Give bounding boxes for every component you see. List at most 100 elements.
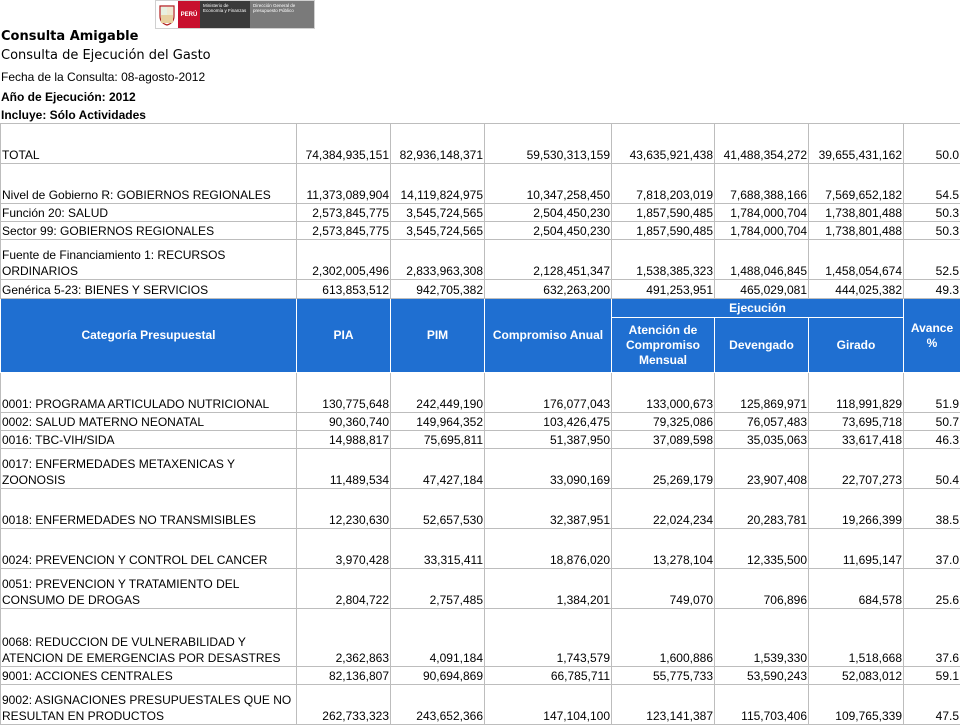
cell-pim: 242,449,190 (391, 373, 485, 413)
coat-of-arms-icon (158, 2, 176, 27)
cell-avance: 49.3 (904, 280, 960, 299)
cell-girado: 1,458,054,674 (809, 240, 904, 280)
query-date: Fecha de la Consulta: 08-agosto-2012 (1, 70, 205, 84)
cell-compromiso: 66,785,711 (485, 667, 612, 685)
cell-avance: 46.3 (904, 431, 960, 449)
cell-pia: 2,573,845,775 (297, 204, 391, 222)
cell-pia: 3,970,428 (297, 529, 391, 569)
row-label: 0051: PREVENCION Y TRATAMIENTO DEL CONSU… (1, 569, 297, 609)
cell-pim: 243,652,366 (391, 685, 485, 725)
cell-devengado: 7,688,388,166 (715, 164, 809, 204)
cell-devengado: 53,590,243 (715, 667, 809, 685)
row-label: 0016: TBC-VIH/SIDA (1, 431, 297, 449)
cell-pim: 33,315,411 (391, 529, 485, 569)
cell-avance: 37.6 (904, 609, 960, 667)
row-label: TOTAL (1, 124, 297, 164)
cell-girado: 11,695,147 (809, 529, 904, 569)
cell-avance: 50.3 (904, 204, 960, 222)
cell-avance: 50.3 (904, 222, 960, 240)
cell-atencion: 133,000,673 (612, 373, 715, 413)
cell-avance: 51.9 (904, 373, 960, 413)
cell-compromiso: 2,128,451,347 (485, 240, 612, 280)
cell-atencion: 1,857,590,485 (612, 204, 715, 222)
cell-atencion: 491,253,951 (612, 280, 715, 299)
row-label: Fuente de Financiamiento 1: RECURSOS ORD… (1, 240, 297, 280)
mef-logo: PERÚ Ministerio de Economía y Finanzas D… (155, 0, 315, 29)
cell-avance: 50.7 (904, 413, 960, 431)
table-row: 0017: ENFERMEDADES METAXENICAS Y ZOONOSI… (1, 449, 960, 489)
col-pim: PIM (391, 299, 485, 373)
cell-compromiso: 1,384,201 (485, 569, 612, 609)
cell-pia: 90,360,740 (297, 413, 391, 431)
row-label: 9001: ACCIONES CENTRALES (1, 667, 297, 685)
cell-atencion: 22,024,234 (612, 489, 715, 529)
cell-pia: 12,230,630 (297, 489, 391, 529)
row-label: 0018: ENFERMEDADES NO TRANSMISIBLES (1, 489, 297, 529)
col-girado: Girado (809, 318, 904, 373)
cell-atencion: 79,325,086 (612, 413, 715, 431)
cell-pim: 47,427,184 (391, 449, 485, 489)
cell-girado: 1,738,801,488 (809, 204, 904, 222)
cell-pim: 2,833,963,308 (391, 240, 485, 280)
cell-avance: 37.0 (904, 529, 960, 569)
cell-pim: 942,705,382 (391, 280, 485, 299)
cell-devengado: 20,283,781 (715, 489, 809, 529)
cell-avance: 54.5 (904, 164, 960, 204)
cell-pim: 3,545,724,565 (391, 204, 485, 222)
page-subtitle: Consulta de Ejecución del Gasto (1, 48, 211, 63)
table-row: 0051: PREVENCION Y TRATAMIENTO DEL CONSU… (1, 569, 960, 609)
row-label: Sector 99: GOBIERNOS REGIONALES (1, 222, 297, 240)
cell-compromiso: 1,743,579 (485, 609, 612, 667)
cell-devengado: 125,869,971 (715, 373, 809, 413)
cell-pia: 74,384,935,151 (297, 124, 391, 164)
cell-pia: 14,988,817 (297, 431, 391, 449)
cell-pia: 262,733,323 (297, 685, 391, 725)
execution-year: Año de Ejecución: 2012 (1, 90, 136, 104)
cell-compromiso: 10,347,258,450 (485, 164, 612, 204)
logo-office: Dirección General de presupuesto Público (250, 1, 314, 28)
cell-girado: 22,707,273 (809, 449, 904, 489)
cell-pia: 2,362,863 (297, 609, 391, 667)
cell-avance: 50.0 (904, 124, 960, 164)
row-label: Nivel de Gobierno R: GOBIERNOS REGIONALE… (1, 164, 297, 204)
cell-girado: 52,083,012 (809, 667, 904, 685)
cell-devengado: 12,335,500 (715, 529, 809, 569)
cell-girado: 73,695,718 (809, 413, 904, 431)
row-label: 9002: ASIGNACIONES PRESUPUESTALES QUE NO… (1, 685, 297, 725)
cell-pia: 2,302,005,496 (297, 240, 391, 280)
cell-avance: 59.1 (904, 667, 960, 685)
cell-girado: 118,991,829 (809, 373, 904, 413)
cell-pim: 52,657,530 (391, 489, 485, 529)
cell-compromiso: 33,090,169 (485, 449, 612, 489)
col-atencion: Atención de Compromiso Mensual (612, 318, 715, 373)
row-label: Función 20: SALUD (1, 204, 297, 222)
cell-atencion: 1,600,886 (612, 609, 715, 667)
cell-girado: 1,518,668 (809, 609, 904, 667)
col-pia: PIA (297, 299, 391, 373)
cell-devengado: 1,784,000,704 (715, 204, 809, 222)
cell-pia: 613,853,512 (297, 280, 391, 299)
row-label: 0024: PREVENCION Y CONTROL DEL CANCER (1, 529, 297, 569)
cell-girado: 7,569,652,182 (809, 164, 904, 204)
cell-pim: 75,695,811 (391, 431, 485, 449)
cell-pim: 4,091,184 (391, 609, 485, 667)
cell-girado: 19,266,399 (809, 489, 904, 529)
table-row: 0068: REDUCCION DE VULNERABILIDAD Y ATEN… (1, 609, 960, 667)
row-label: 0001: PROGRAMA ARTICULADO NUTRICIONAL (1, 373, 297, 413)
cell-devengado: 115,703,406 (715, 685, 809, 725)
cell-pia: 2,804,722 (297, 569, 391, 609)
cell-atencion: 13,278,104 (612, 529, 715, 569)
row-label: 0002: SALUD MATERNO NEONATAL (1, 413, 297, 431)
cell-devengado: 76,057,483 (715, 413, 809, 431)
cell-atencion: 7,818,203,019 (612, 164, 715, 204)
cell-girado: 39,655,431,162 (809, 124, 904, 164)
col-devengado: Devengado (715, 318, 809, 373)
